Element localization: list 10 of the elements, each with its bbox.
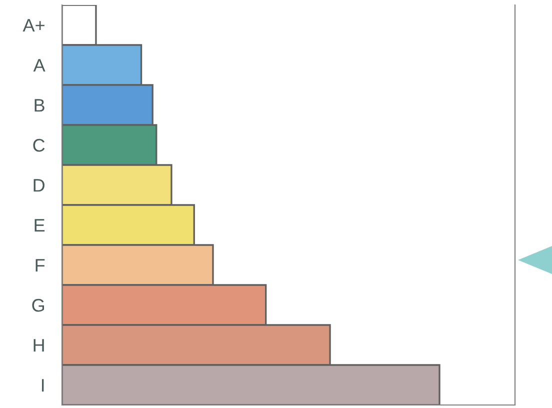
y-tick-label: D <box>34 179 44 192</box>
y-tick-label: B <box>34 99 44 112</box>
y-tick-label: F <box>36 259 45 272</box>
y-tick-label: E <box>34 219 45 232</box>
y-tick-label: C <box>33 138 45 152</box>
y-tick-label: A+ <box>22 19 44 32</box>
y-tick-label: G <box>32 298 44 312</box>
y-tick-label: I <box>42 379 44 392</box>
y-tick-label: A <box>33 59 46 72</box>
y-tick-label: H <box>34 339 44 352</box>
